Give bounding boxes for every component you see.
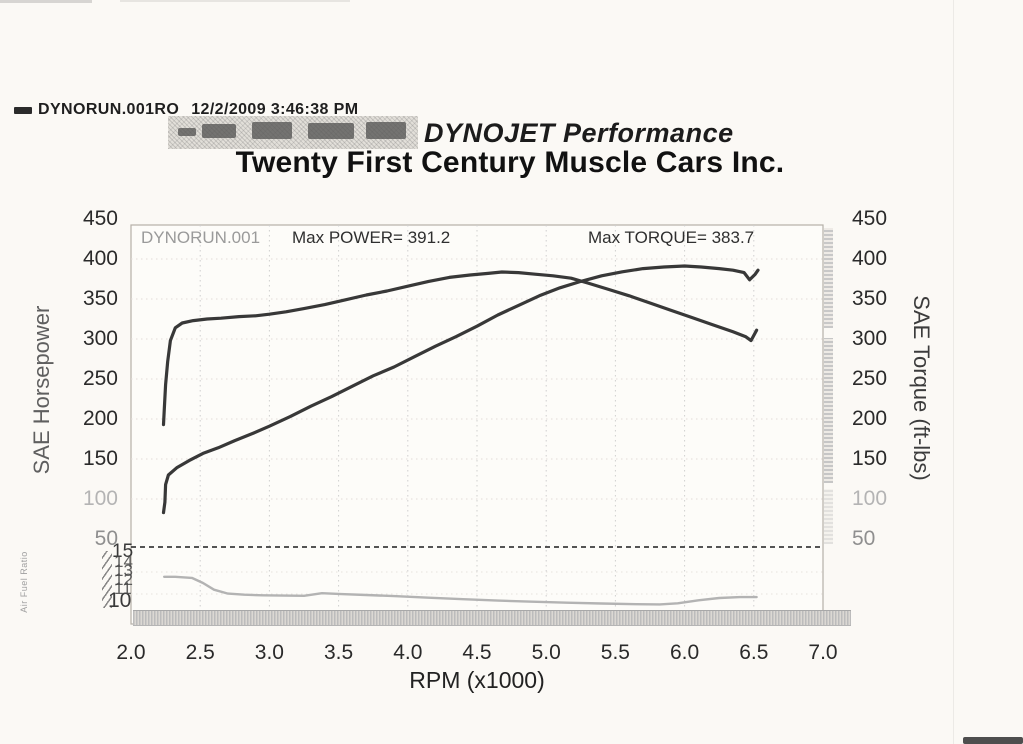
plot-frame	[130, 224, 824, 625]
right-tick-150: 150	[852, 447, 888, 470]
run-timestamp: 12/2/2009 3:46:38 PM	[191, 101, 359, 118]
left-tick-300: 300	[82, 327, 118, 350]
left-tick-150: 150	[82, 447, 118, 470]
afr-jumble-digit: 12	[114, 570, 133, 589]
left-tick-50: 50	[94, 527, 118, 550]
stamp-fragment	[178, 128, 196, 136]
x-tick-3.5: 3.5	[323, 641, 354, 664]
smudged-stamp-artifact	[168, 116, 418, 149]
x-tick-3.0: 3.0	[254, 641, 284, 664]
right-tick-100: 100	[852, 487, 888, 510]
x-tick-2.5: 2.5	[185, 641, 215, 664]
scan-artifact-paper-crease	[953, 0, 954, 744]
annotation-max-torque: Max TORQUE= 383.7	[588, 228, 755, 247]
left-tick-100: 100	[82, 487, 118, 510]
right-tick-200: 200	[852, 407, 888, 430]
scan-artifact-corner-wedge	[963, 737, 1023, 744]
right-tick-300: 300	[852, 327, 888, 350]
afr-jumble-digit: 11	[114, 579, 132, 598]
x-axis-title: RPM (x1000)	[409, 667, 545, 693]
curve-sae-horsepower	[161, 264, 760, 515]
dynojet-brand-wordmark: DYNOJET Performance	[424, 118, 824, 149]
x-tick-5.5: 5.5	[600, 641, 630, 664]
x-tick-7.0: 7.0	[808, 641, 838, 664]
right-tick-350: 350	[852, 287, 888, 310]
dynojet-brand-text: DYNOJET Performance	[424, 118, 734, 148]
afr-tick-bottom: 10	[108, 589, 132, 612]
curve-sae-torque	[161, 270, 759, 427]
left-tick-250: 250	[82, 367, 118, 390]
stamp-fragment	[366, 122, 406, 139]
page-title: Twenty First Century Muscle Cars Inc.	[235, 146, 785, 179]
afr-tick-top: 15	[112, 541, 134, 562]
header-run-line: DYNORUN.001RO 12/2/2009 3:46:38 PM	[38, 101, 358, 119]
x-tick-4.0: 4.0	[393, 641, 423, 664]
x-tick-4.5: 4.5	[462, 641, 492, 664]
left-tick-200: 200	[82, 407, 118, 430]
scan-artifact-bottom-bar	[133, 610, 851, 626]
curve-air-fuel-ratio	[162, 575, 758, 606]
right-tick-250: 250	[852, 367, 888, 390]
afr-jumble-digit: 14	[114, 552, 133, 571]
x-tick-6.5: 6.5	[739, 641, 769, 664]
afr-axis-tick-hatches	[102, 551, 112, 608]
x-tick-2.0: 2.0	[116, 641, 146, 664]
scan-artifact-right-strip	[824, 228, 833, 328]
run-file-name: DYNORUN.001RO	[38, 101, 180, 118]
stamp-fragment	[202, 124, 236, 138]
left-axis-title: SAE Horsepower	[29, 305, 54, 475]
x-tick-5.0: 5.0	[531, 641, 561, 664]
scan-artifact-right-strip	[824, 338, 833, 483]
left-tick-450: 450	[82, 207, 118, 230]
left-tick-400: 400	[82, 247, 118, 270]
right-axis-title: SAE Torque (ft-lbs)	[909, 295, 934, 481]
afr-jumble-digit: 13	[114, 561, 133, 580]
left-tick-350: 350	[82, 287, 118, 310]
scan-artifact-top-marks	[120, 0, 350, 2]
scan-artifact-right-strip	[824, 489, 833, 544]
afr-axis-title: Air Fuel Ratio	[19, 551, 29, 613]
scan-artifact-top-sliver	[0, 0, 92, 3]
right-tick-400: 400	[852, 247, 888, 270]
right-tick-50: 50	[852, 527, 876, 550]
right-tick-450: 450	[852, 207, 888, 230]
annotation-max-power: Max POWER= 391.2	[292, 228, 451, 247]
x-tick-6.0: 6.0	[669, 641, 700, 664]
stamp-fragment	[252, 122, 292, 139]
annotation-run-name: DYNORUN.001	[141, 228, 261, 247]
header-bullet-dash	[14, 107, 32, 114]
stamp-fragment	[308, 123, 354, 139]
